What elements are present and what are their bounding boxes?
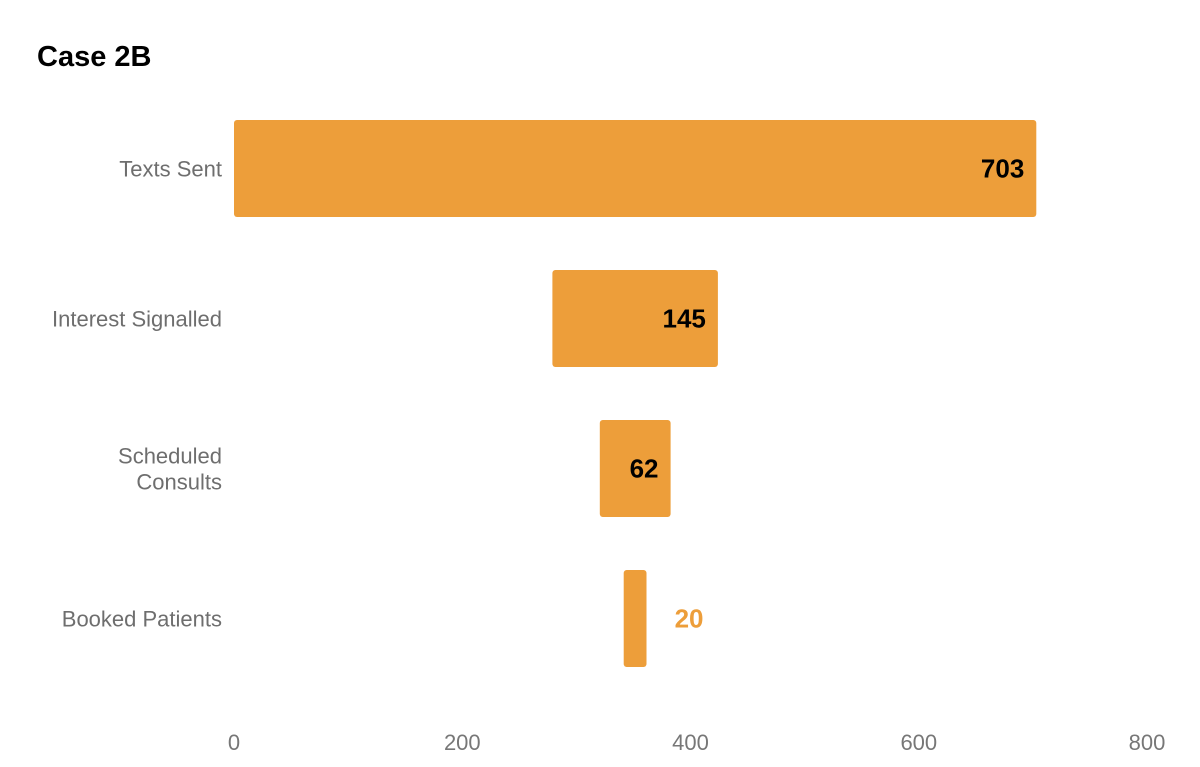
value-label: 20 [675, 604, 704, 634]
bar-group [234, 120, 1037, 667]
chart-title: Case 2B [37, 41, 151, 73]
x-tick-label: 400 [672, 730, 709, 755]
x-tick-label: 800 [1129, 730, 1166, 755]
category-labels: Texts Sent Interest Signalled Scheduled Con… [52, 157, 222, 632]
x-tick-label: 600 [900, 730, 937, 755]
value-label: 703 [981, 154, 1024, 184]
value-label: 62 [630, 454, 659, 484]
category-label: Scheduled Consults [118, 444, 222, 495]
category-label-line: Booked Patients [62, 607, 222, 632]
funnel-bar [599, 420, 671, 517]
category-label: Booked Patients [62, 607, 222, 632]
funnel-bar [552, 270, 718, 367]
category-label: Interest Signalled [52, 307, 222, 332]
x-tick-label: 0 [228, 730, 240, 755]
category-label-line: Interest Signalled [52, 307, 222, 332]
funnel-bar [234, 120, 1037, 217]
category-label: Texts Sent [119, 157, 222, 182]
category-label-line: Consults [136, 470, 222, 495]
category-label-line: Texts Sent [119, 157, 222, 182]
funnel-bar [623, 570, 647, 667]
x-tick-label: 200 [444, 730, 481, 755]
x-axis-ticks: 0 200 400 600 800 [228, 730, 1165, 755]
value-labels: 703 145 62 20 [630, 154, 1025, 634]
category-label-line: Scheduled [118, 444, 222, 469]
value-label: 145 [663, 304, 706, 334]
